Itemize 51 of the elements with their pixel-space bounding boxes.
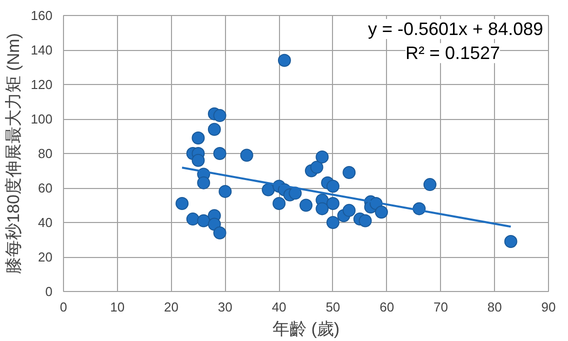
point xyxy=(176,197,189,210)
y-tick-label: 0 xyxy=(45,284,53,299)
x-tick-label: 20 xyxy=(164,300,179,314)
y-tick-label: 120 xyxy=(30,77,53,92)
point xyxy=(326,216,340,229)
y-tick-label: 60 xyxy=(38,180,53,196)
y-tick-label: 140 xyxy=(30,42,53,58)
point xyxy=(262,183,275,196)
point xyxy=(218,184,232,198)
y-tick-label: 20 xyxy=(38,250,53,264)
x-tick-label: 70 xyxy=(433,300,448,314)
y-tick-label: 40 xyxy=(38,215,53,230)
point xyxy=(374,206,388,219)
point xyxy=(300,198,312,212)
point xyxy=(197,214,210,228)
x-tick-label: 60 xyxy=(380,300,394,314)
point xyxy=(342,204,356,217)
point xyxy=(342,166,356,179)
point xyxy=(186,212,200,226)
x-tick-label: 90 xyxy=(541,300,556,314)
x-tick-label: 40 xyxy=(272,300,286,314)
point xyxy=(240,148,254,162)
annotation: R² = 0.1527 xyxy=(405,43,500,64)
x-tick-label: 10 xyxy=(110,300,125,314)
y-axis-title: 膝每秒180度伸展最大力矩 (Nm) xyxy=(4,33,23,274)
point xyxy=(316,150,329,164)
y-tick-label: 80 xyxy=(38,146,53,161)
x-tick-label: 0 xyxy=(60,300,68,314)
annotation: y = -0.5601x + 84.089 xyxy=(368,18,544,39)
point xyxy=(208,122,221,136)
y-tick-label: 160 xyxy=(30,8,53,23)
point xyxy=(213,147,226,160)
point xyxy=(213,226,226,240)
x-tick-label: 30 xyxy=(218,300,232,314)
point xyxy=(504,234,518,248)
x-axis-title: 年齡 (歲) xyxy=(272,320,340,338)
point xyxy=(326,180,340,193)
point xyxy=(326,197,340,210)
x-tick-label: 80 xyxy=(487,300,502,314)
point xyxy=(192,154,205,167)
point xyxy=(197,176,210,190)
point xyxy=(423,178,436,192)
point xyxy=(310,160,324,174)
point xyxy=(192,131,205,144)
point xyxy=(213,109,226,122)
point xyxy=(272,197,286,210)
point xyxy=(316,202,329,216)
x-tick-label: 50 xyxy=(326,300,340,314)
y-tick-label: 100 xyxy=(30,112,53,126)
point xyxy=(358,214,372,228)
point xyxy=(278,54,291,67)
